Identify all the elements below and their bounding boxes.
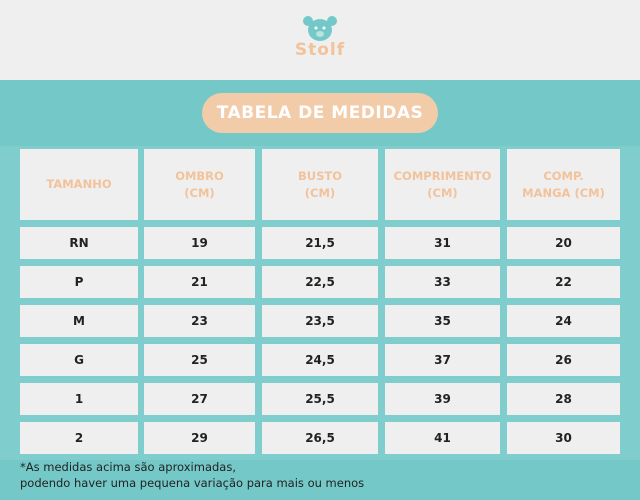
column-header: BUSTO (CM) bbox=[262, 149, 378, 220]
table-cell: G bbox=[20, 344, 138, 376]
table-cell: 28 bbox=[507, 383, 620, 415]
table-cell: RN bbox=[20, 227, 138, 259]
table-cell: 33 bbox=[385, 266, 500, 298]
table-cell: 41 bbox=[385, 422, 500, 454]
table-cell: 29 bbox=[144, 422, 255, 454]
table-cell: 39 bbox=[385, 383, 500, 415]
table-cell: 27 bbox=[144, 383, 255, 415]
column-header: COMPRIMENTO (CM) bbox=[385, 149, 500, 220]
table-cell: 35 bbox=[385, 305, 500, 337]
table-cell: 25 bbox=[144, 344, 255, 376]
table-cell: 22,5 bbox=[262, 266, 378, 298]
table-cell: 25,5 bbox=[262, 383, 378, 415]
logo-text: Stolf bbox=[294, 40, 346, 60]
table-cell: 26 bbox=[507, 344, 620, 376]
table-cell: 23 bbox=[144, 305, 255, 337]
column-header: OMBRO (CM) bbox=[144, 149, 255, 220]
title: TABELA DE MEDIDAS bbox=[202, 93, 438, 133]
table-cell: 31 bbox=[385, 227, 500, 259]
table-cell: 20 bbox=[507, 227, 620, 259]
table-cell: 30 bbox=[507, 422, 620, 454]
table-cell: 23,5 bbox=[262, 305, 378, 337]
table-cell: 26,5 bbox=[262, 422, 378, 454]
table-cell: M bbox=[20, 305, 138, 337]
table-cell: 19 bbox=[144, 227, 255, 259]
table-cell: 22 bbox=[507, 266, 620, 298]
table-cell: 21 bbox=[144, 266, 255, 298]
table-cell: 2 bbox=[20, 422, 138, 454]
table-cell: 21,5 bbox=[262, 227, 378, 259]
column-header: COMP. MANGA (CM) bbox=[507, 149, 620, 220]
footnote: *As medidas acima são aproximadas, poden… bbox=[20, 460, 365, 490]
table-cell: 24 bbox=[507, 305, 620, 337]
column-header: TAMANHO bbox=[20, 149, 138, 220]
header: Stolf bbox=[0, 0, 640, 80]
table-cell: 1 bbox=[20, 383, 138, 415]
table-cell: P bbox=[20, 266, 138, 298]
table-cell: 37 bbox=[385, 344, 500, 376]
logo-icon bbox=[303, 16, 337, 41]
table-cell: 24,5 bbox=[262, 344, 378, 376]
